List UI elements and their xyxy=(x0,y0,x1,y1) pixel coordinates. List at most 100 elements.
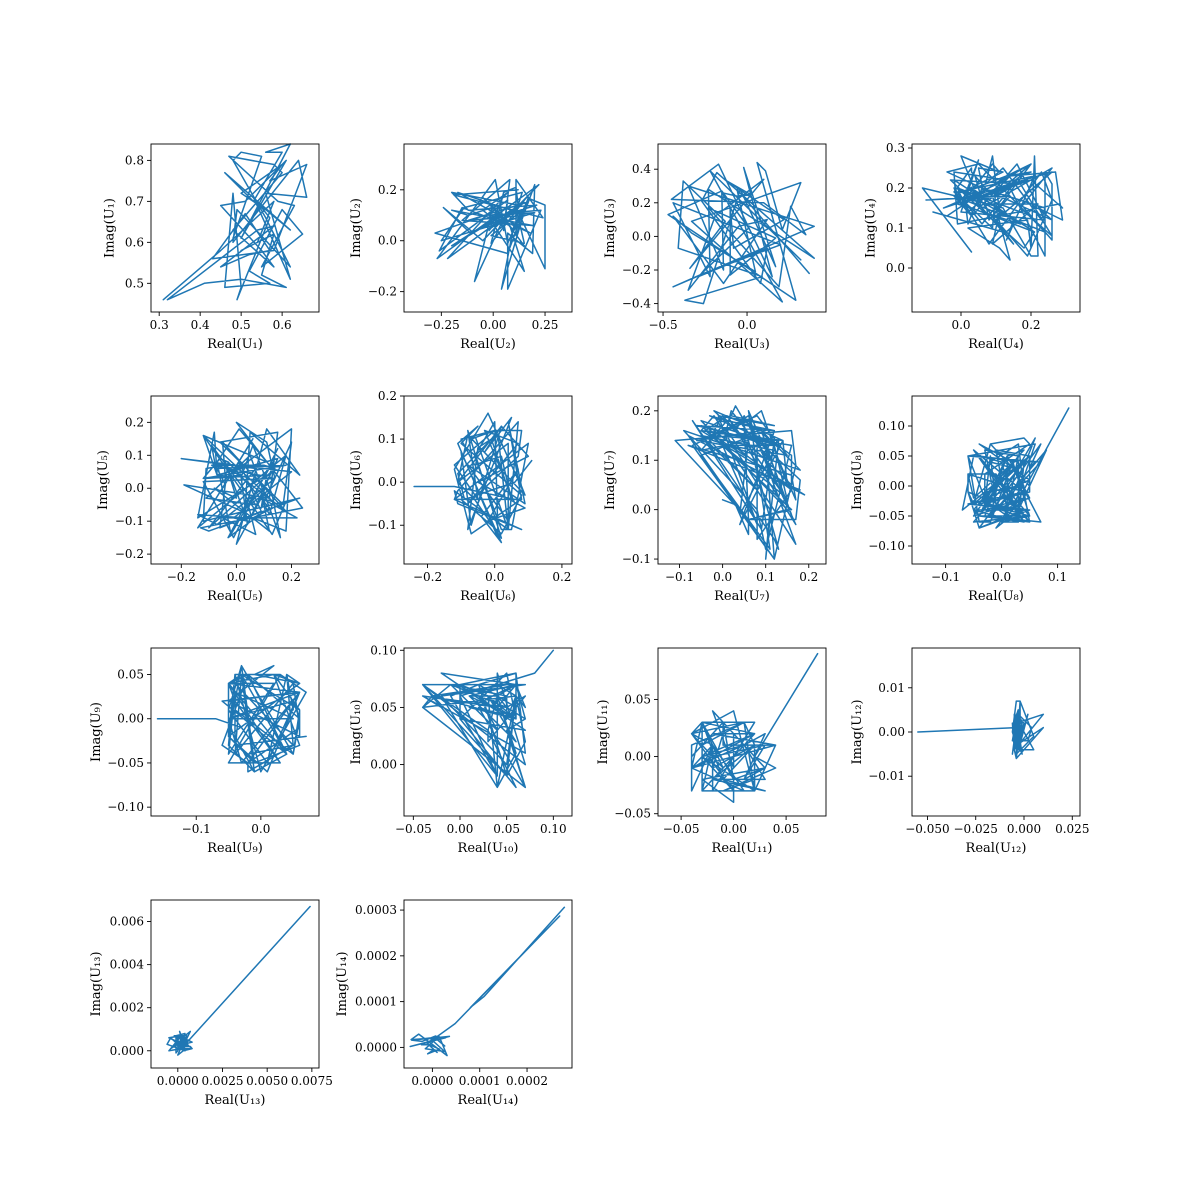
y-tick-label: 0.00 xyxy=(624,750,651,764)
y-tick-label: −0.2 xyxy=(622,263,651,277)
y-axis-label: Imag(U₂) xyxy=(349,198,364,258)
trajectory-line-13 xyxy=(166,905,311,1056)
x-tick-label: 0.2 xyxy=(799,570,818,584)
x-axis-label: Real(U₁) xyxy=(207,337,263,352)
trajectory-line-1 xyxy=(162,143,308,301)
y-tick-label: 0.2 xyxy=(632,404,651,418)
axes-frame xyxy=(150,899,320,1069)
y-tick-label: 0.000 xyxy=(110,1044,144,1058)
x-tick-label: −0.5 xyxy=(648,318,677,332)
y-tick-label: 0.7 xyxy=(125,194,144,208)
y-axis-label: Imag(U₅) xyxy=(96,450,111,510)
y-tick-label: 0.006 xyxy=(110,915,144,929)
y-tick-label: 0.05 xyxy=(370,700,397,714)
y-tick-label: 0.1 xyxy=(378,432,397,446)
x-axis-label: Real(U₅) xyxy=(207,589,263,604)
y-tick-label: −0.1 xyxy=(115,514,144,528)
x-tick-label: 0.0002 xyxy=(506,1074,548,1088)
axes-frame xyxy=(403,899,573,1069)
x-axis-label: Real(U₁₁) xyxy=(712,841,773,856)
subplot-5: −0.2 0.0 0.2 −0.2 −0.1 0.0 0.1 0.2 Real(U₅) Imag(… xyxy=(96,395,320,604)
y-tick-label: −0.1 xyxy=(368,518,397,532)
y-tick-label: −0.01 xyxy=(868,769,905,783)
x-tick-label: 0.4 xyxy=(191,318,210,332)
x-tick-label: 0.1 xyxy=(756,570,775,584)
y-axis-label: Imag(U₉) xyxy=(89,702,104,762)
x-tick-label: 0.10 xyxy=(540,822,567,836)
trajectory-line-7 xyxy=(674,405,806,560)
subplot-2: −0.25 0.00 0.25 −0.2 0.0 0.2 Real(U₂) Imag(U₂) xyxy=(349,143,573,352)
x-axis-label: Real(U₁₀) xyxy=(458,841,519,856)
y-tick-label: 0.0 xyxy=(378,234,397,248)
x-tick-label: 0.0000 xyxy=(157,1074,199,1088)
trajectory-line-6 xyxy=(413,412,533,544)
y-tick-label: −0.2 xyxy=(368,285,397,299)
x-tick-label: 0.0 xyxy=(485,570,504,584)
subplot-7: −0.1 0.0 0.1 0.2 −0.1 0.0 0.1 0.2 Real(U₇) Imag(U… xyxy=(603,395,827,604)
axes-frame xyxy=(403,647,573,817)
x-tick-label: −0.025 xyxy=(954,822,998,836)
axes-frame xyxy=(657,143,827,313)
y-tick-label: −0.10 xyxy=(107,800,144,814)
y-tick-label: 0.2 xyxy=(378,389,397,403)
x-tick-label: 0.1 xyxy=(1048,570,1067,584)
y-tick-label: 0.05 xyxy=(878,449,905,463)
y-tick-label: 0.01 xyxy=(878,681,905,695)
x-tick-label: 0.0 xyxy=(992,570,1011,584)
subplot-8: −0.1 0.0 0.1 −0.10 −0.05 0.00 0.05 0.10 Real(U₈)… xyxy=(850,395,1081,604)
y-tick-label: 0.0001 xyxy=(355,995,397,1009)
x-tick-label: 0.0075 xyxy=(291,1074,333,1088)
y-tick-label: 0.0003 xyxy=(355,903,397,917)
x-tick-label: 0.0000 xyxy=(411,1074,453,1088)
trajectory-line-10 xyxy=(421,649,555,789)
x-axis-label: Real(U₈) xyxy=(968,589,1024,604)
y-tick-label: 0.00 xyxy=(117,712,144,726)
y-tick-label: 0.0000 xyxy=(355,1040,397,1054)
trajectory-line-5 xyxy=(180,421,304,545)
trajectory-line-11 xyxy=(690,652,819,804)
x-tick-label: 0.00 xyxy=(720,822,747,836)
x-axis-label: Real(U₁₂) xyxy=(966,841,1027,856)
y-tick-label: 0.1 xyxy=(125,448,144,462)
x-tick-label: 0.0 xyxy=(737,318,756,332)
trajectory-line-14 xyxy=(409,906,566,1057)
y-tick-label: −0.1 xyxy=(622,552,651,566)
trajectory-line-8 xyxy=(961,407,1070,529)
subplot-3: −0.5 0.0 −0.4 −0.2 0.0 0.2 0.4 Real(U₃) Imag(U₃) xyxy=(603,143,827,352)
x-axis-label: Real(U₁₃) xyxy=(205,1093,266,1108)
y-tick-label: 0.2 xyxy=(632,196,651,210)
x-tick-label: 0.0 xyxy=(227,570,246,584)
trajectory-line-2 xyxy=(434,178,546,290)
x-tick-label: 0.2 xyxy=(282,570,301,584)
y-axis-label: Imag(U₄) xyxy=(864,198,879,258)
y-tick-label: 0.3 xyxy=(886,141,905,155)
y-tick-label: 0.0 xyxy=(632,503,651,517)
x-tick-label: 0.25 xyxy=(532,318,559,332)
y-tick-label: 0.6 xyxy=(125,235,144,249)
y-axis-label: Imag(U₇) xyxy=(603,450,618,510)
subplot-9: −0.1 0.0 −0.10 −0.05 0.00 0.05 Real(U₉) Imag(U₉… xyxy=(89,647,320,856)
y-axis-label: Imag(U₁₀) xyxy=(349,699,364,764)
y-tick-label: 0.5 xyxy=(125,276,144,290)
x-axis-label: Real(U₃) xyxy=(714,337,770,352)
x-tick-label: 0.2 xyxy=(1021,318,1040,332)
y-tick-label: −0.4 xyxy=(622,297,652,311)
axes-frame xyxy=(150,143,320,313)
x-tick-label: 0.5 xyxy=(232,318,251,332)
y-tick-label: 0.0 xyxy=(125,481,144,495)
axes-frame xyxy=(657,647,827,817)
y-tick-label: −0.05 xyxy=(614,807,651,821)
x-tick-label: 0.025 xyxy=(1055,822,1089,836)
subplot-14: 0.0000 0.0001 0.0002 0.0000 0.0001 0.0002 0.00… xyxy=(335,899,573,1108)
y-axis-label: Imag(U₃) xyxy=(603,198,618,258)
y-tick-label: 0.00 xyxy=(878,479,905,493)
axes-frame xyxy=(911,395,1081,565)
trajectory-line-3 xyxy=(667,161,815,305)
subplot-10: −0.05 0.00 0.05 0.10 0.00 0.05 0.10 Real(U₁₀) Im… xyxy=(349,643,573,856)
subplot-11: −0.05 0.00 0.05−0.050.000.05Real(U₁₁)Imag(… xyxy=(596,647,827,856)
x-tick-label: −0.1 xyxy=(931,570,960,584)
y-tick-label: 0.8 xyxy=(125,153,144,167)
x-tick-label: −0.1 xyxy=(665,570,694,584)
y-axis-label: Imag(U₆) xyxy=(349,450,364,510)
subplot-6: −0.2 0.0 0.2 −0.1 0.0 0.1 0.2 Real(U₆) Imag(U₆) xyxy=(349,389,573,604)
